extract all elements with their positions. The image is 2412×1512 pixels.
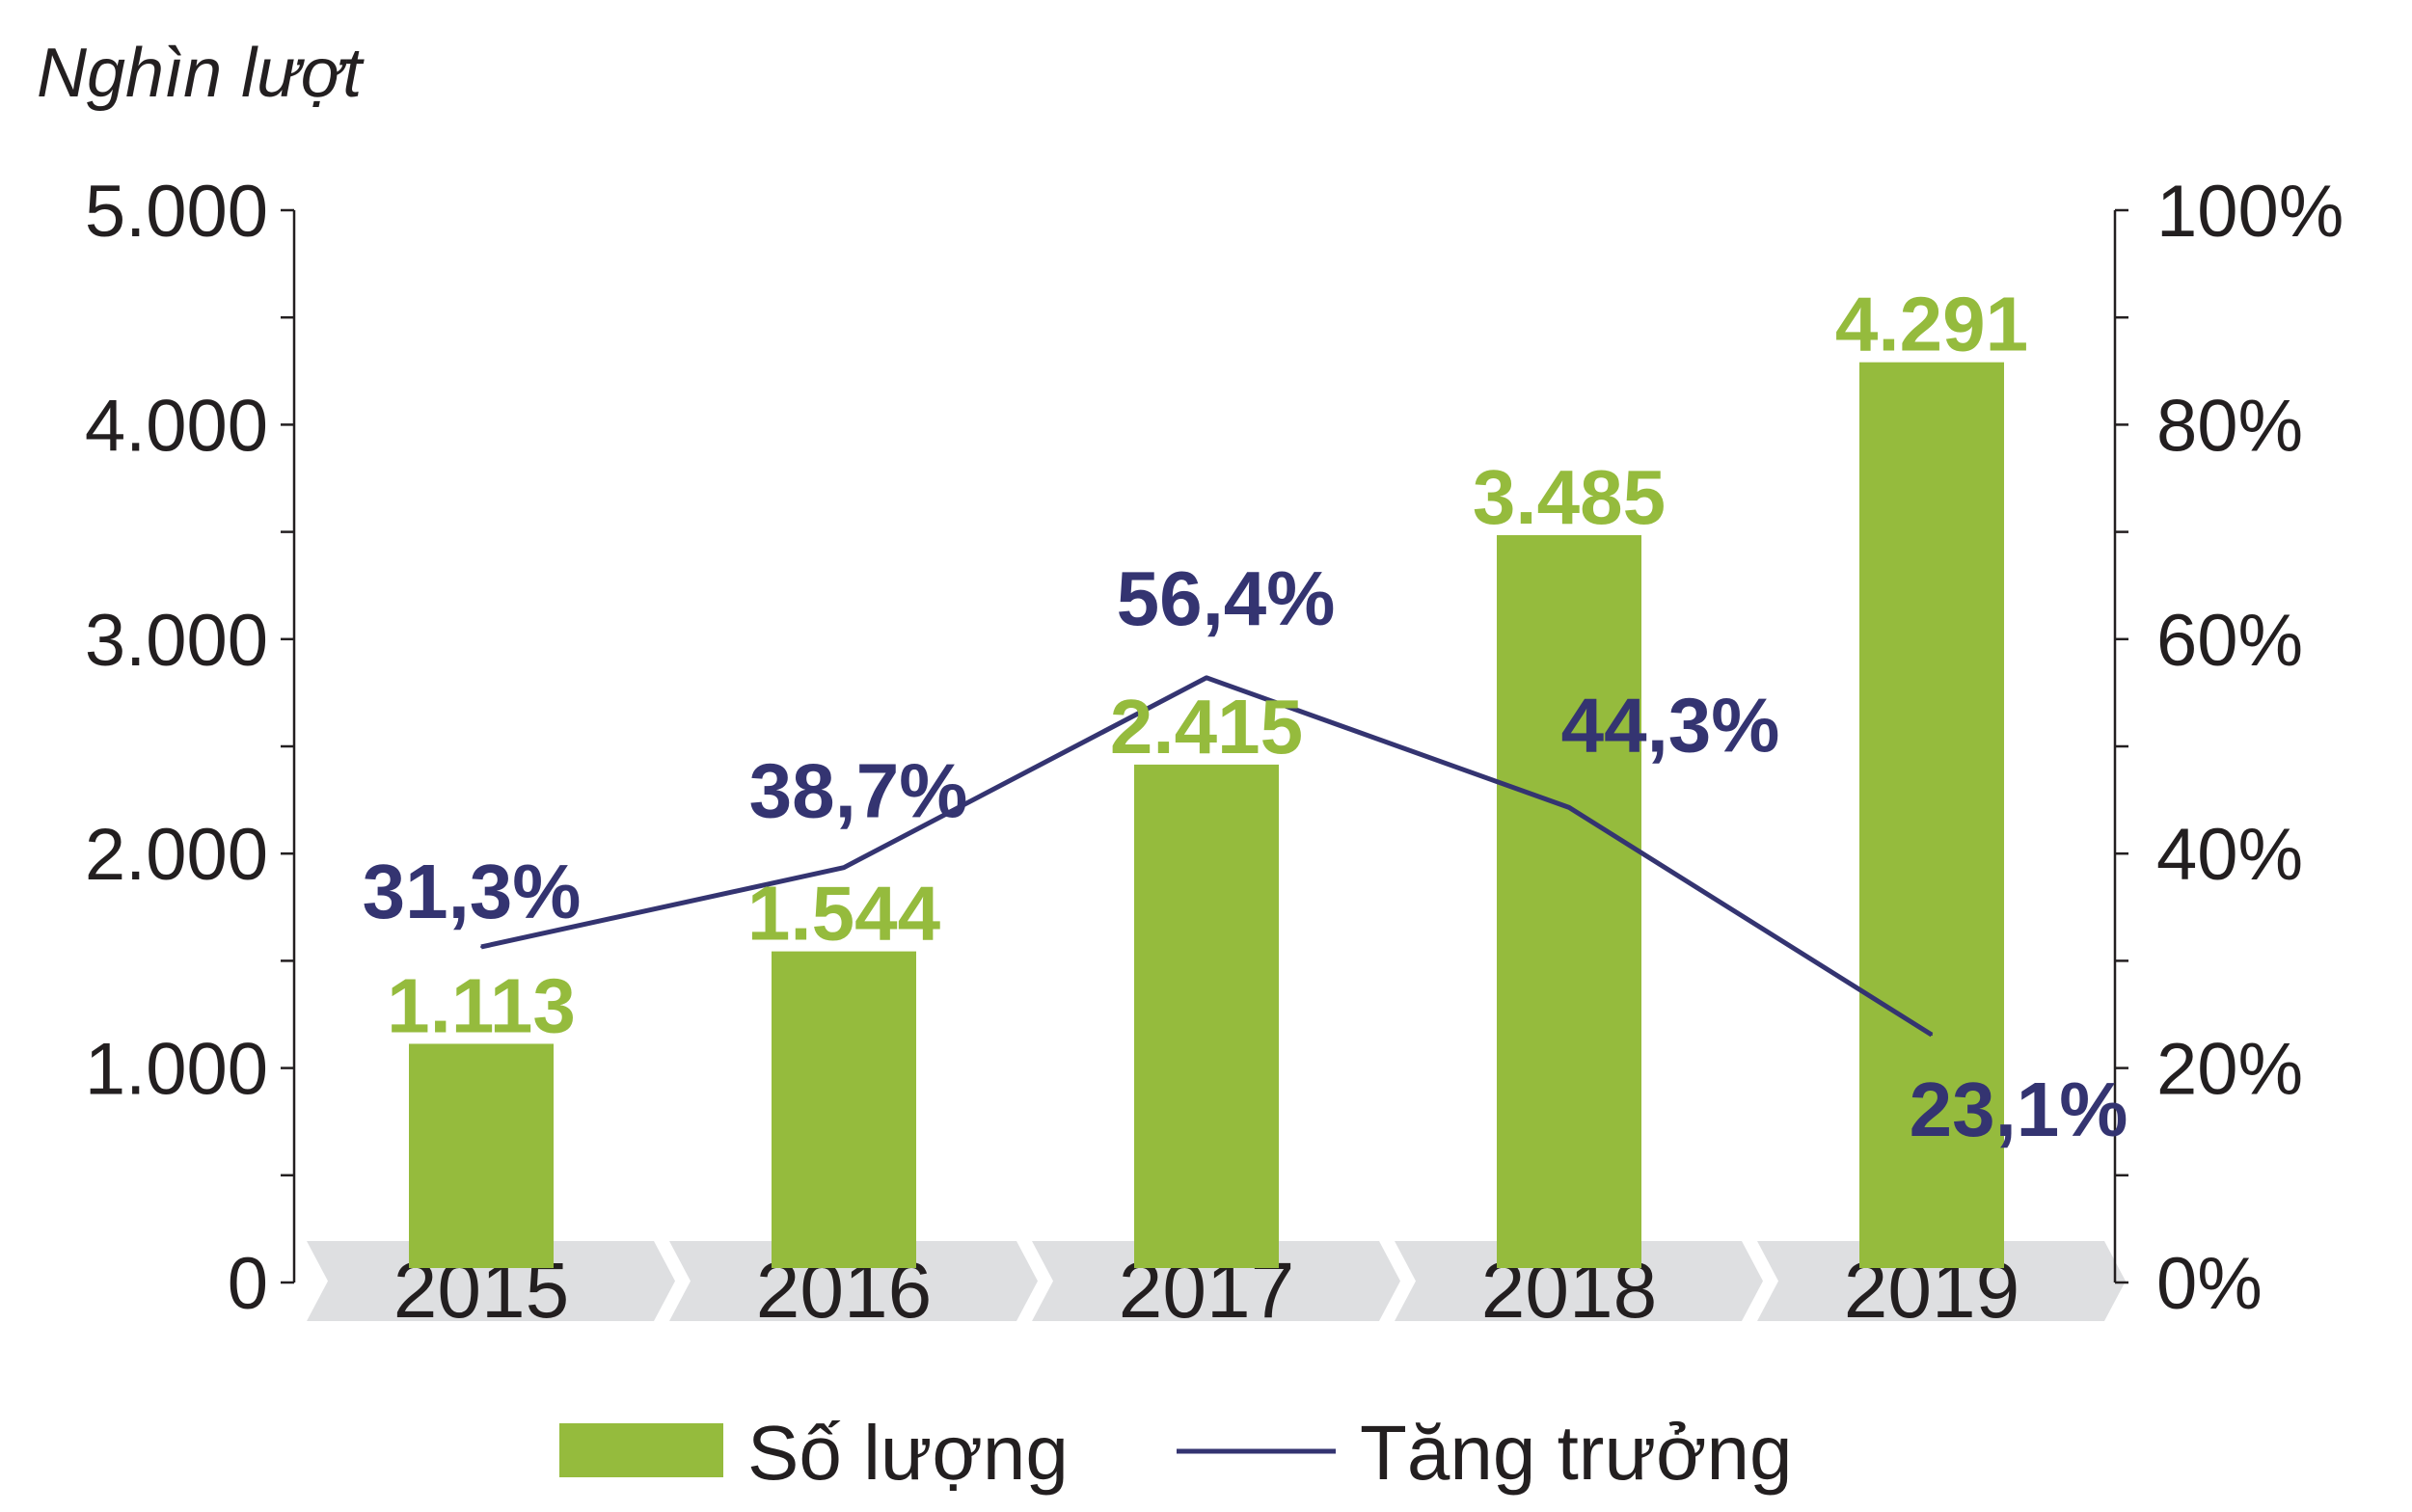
bar-value-label: 1.113: [387, 962, 576, 1048]
line-value-label: 38,7%: [749, 748, 968, 834]
category-chevron: [1395, 1241, 1763, 1321]
legend-swatch-bar: [559, 1423, 723, 1477]
right-tick-label: 0%: [2156, 1243, 2263, 1325]
left-tick-label: 3.000: [85, 600, 268, 682]
left-tick-label: 2.000: [85, 814, 268, 896]
right-tick-label: 100%: [2156, 171, 2344, 253]
bar-value-label: 1.544: [747, 871, 941, 957]
left-tick-label: 5.000: [85, 171, 268, 253]
bar-2017: [1134, 764, 1279, 1268]
right-tick-label: 40%: [2156, 814, 2303, 896]
line-series: [480, 675, 1934, 1038]
line-value-label: 56,4%: [1117, 555, 1336, 641]
right-tick-label: 80%: [2156, 385, 2303, 467]
bar-2016: [772, 951, 916, 1268]
bar-value-label: 2.415: [1110, 684, 1303, 770]
left-tick-label: 0: [228, 1243, 268, 1325]
growth-point-2018: [1568, 806, 1570, 809]
bar-2019: [1859, 362, 2004, 1268]
growth-point-2019: [1931, 1034, 1933, 1037]
bar-value-label: 4.291: [1835, 282, 2028, 367]
left-y-axis: 0 1.000 2.000 3.000 4.000 5.000: [85, 171, 296, 1325]
growth-point-2017: [1206, 676, 1207, 679]
category-chevron: [307, 1241, 675, 1321]
right-y-axis: 0% 20% 40% 60% 80% 100%: [2113, 171, 2344, 1325]
line-value-label: 31,3%: [363, 849, 582, 934]
bar-value-label: 3.485: [1473, 454, 1666, 540]
right-tick-label: 60%: [2156, 600, 2303, 682]
bar-2015: [409, 1043, 554, 1268]
category-chevron: [1032, 1241, 1400, 1321]
bar-value-labels: 1.113 1.544 2.415 3.485 4.291: [387, 282, 2028, 1049]
line-value-labels: 31,3% 38,7% 56,4% 44,3% 23,1%: [363, 555, 2128, 1152]
growth-point-2016: [843, 866, 845, 869]
right-tick-label: 20%: [2156, 1029, 2303, 1111]
bar-series: [409, 362, 2004, 1268]
y-axis-unit-label: Nghìn lượt: [37, 35, 365, 112]
line-value-label: 23,1%: [1910, 1066, 2128, 1152]
legend-label-line: Tăng trưởng: [1360, 1410, 1792, 1496]
line-value-label: 44,3%: [1561, 682, 1780, 768]
bar-2018: [1497, 534, 1641, 1268]
growth-point-2015: [480, 945, 482, 948]
legend-label-bar: Số lượng: [747, 1410, 1069, 1496]
left-tick-label: 4.000: [85, 385, 268, 467]
category-chevron: [669, 1241, 1038, 1321]
category-chevron: [1757, 1241, 2126, 1321]
left-tick-label: 1.000: [85, 1029, 268, 1111]
legend: Số lượng Tăng trưởng: [559, 1410, 1792, 1496]
